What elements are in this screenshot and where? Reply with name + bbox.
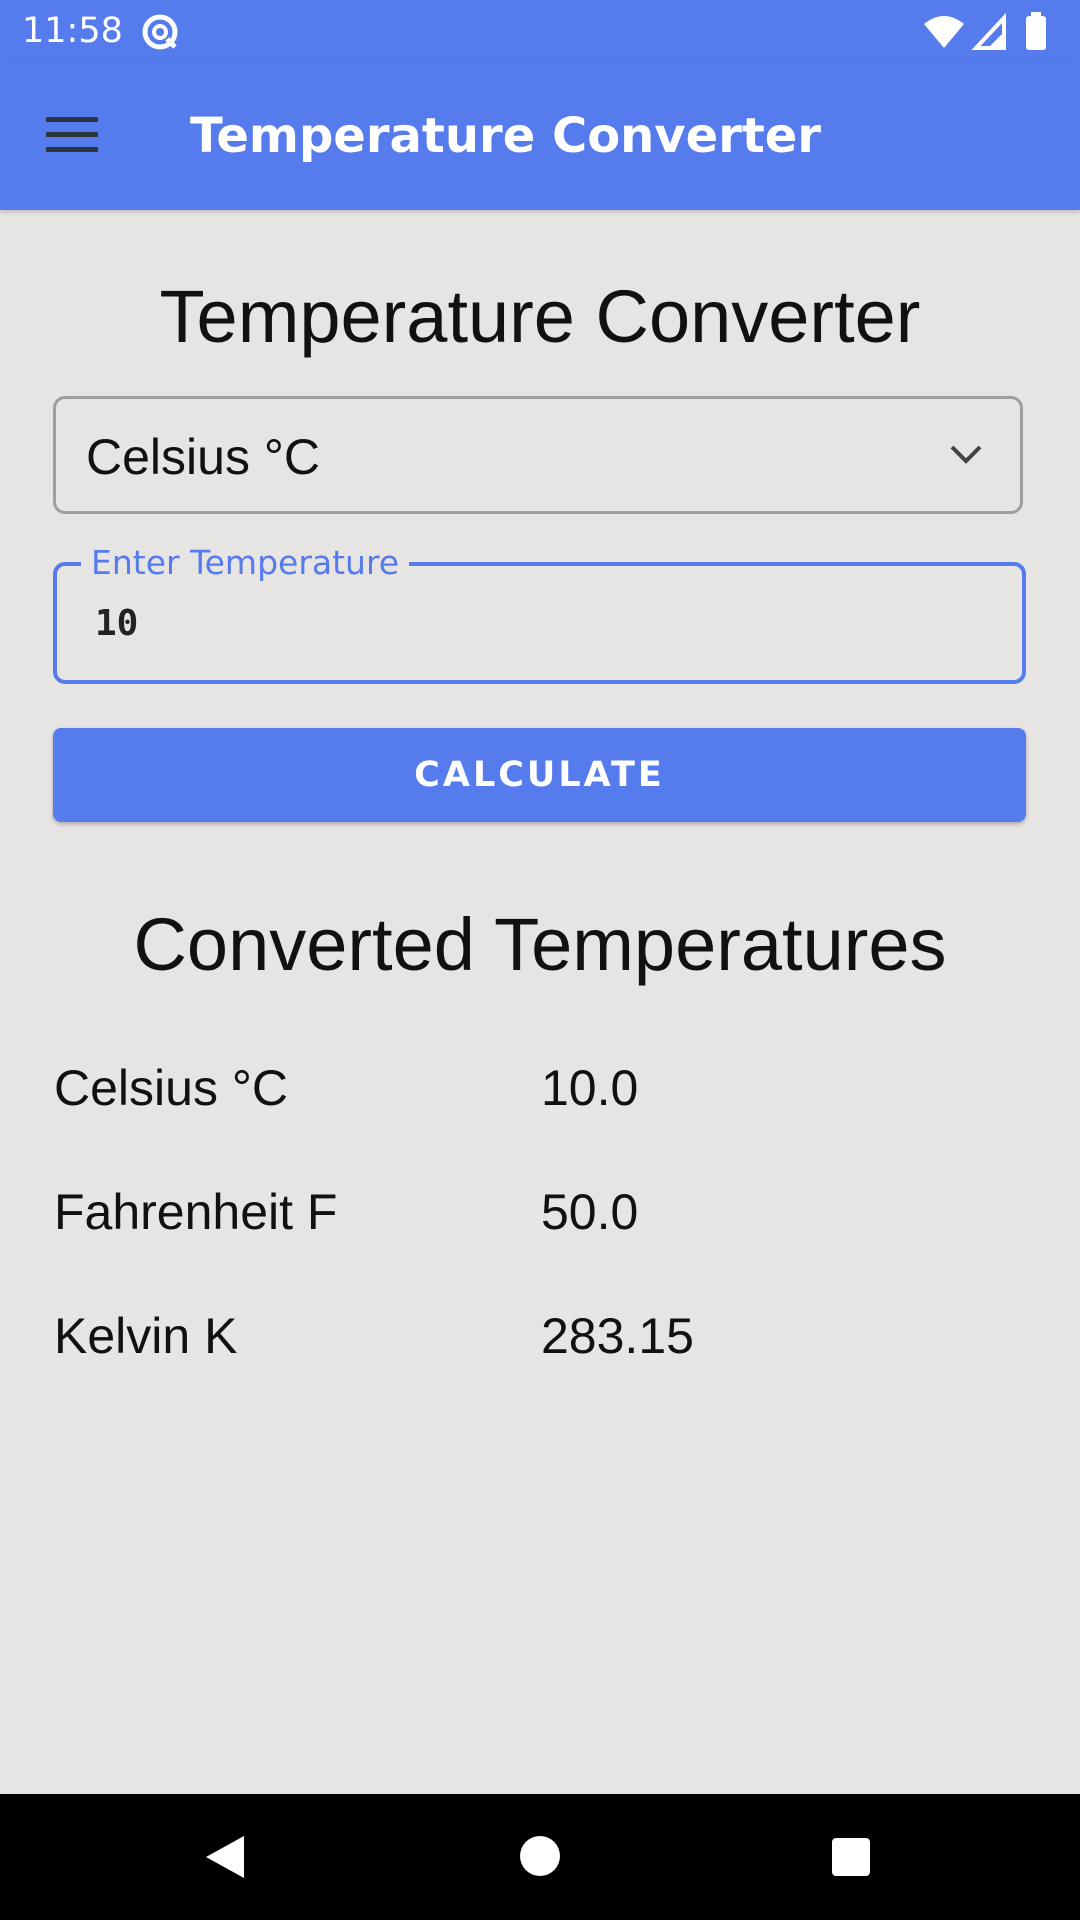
back-icon[interactable]: [204, 1834, 246, 1880]
result-label: Fahrenheit F: [54, 1184, 338, 1240]
chevron-down-icon: [950, 445, 982, 464]
status-bar: 11:58: [0, 0, 1080, 62]
unit-select[interactable]: Celsius °C: [53, 396, 1023, 514]
hamburger-menu-icon[interactable]: [46, 115, 98, 155]
result-value: 10.0: [541, 1060, 639, 1116]
calculate-button[interactable]: CALCULATE: [53, 728, 1026, 822]
temperature-input-label: Enter Temperature: [81, 543, 410, 583]
results-title: Converted Temperatures: [133, 903, 947, 986]
result-row-fahrenheit: Fahrenheit F 50.0: [0, 1180, 1080, 1244]
unit-select-value: Celsius °C: [86, 429, 320, 485]
result-label: Celsius °C: [54, 1060, 288, 1116]
page-title: Temperature Converter: [159, 275, 921, 358]
battery-icon: [1026, 16, 1046, 50]
wifi-icon: [924, 16, 964, 48]
app-bar: Temperature Converter: [0, 62, 1080, 210]
app-bar-title: Temperature Converter: [190, 108, 822, 164]
temperature-input-value[interactable]: 10: [95, 603, 139, 644]
status-time: 11:58: [22, 11, 123, 51]
temperature-input[interactable]: Enter Temperature 10: [53, 543, 1026, 684]
result-row-celsius: Celsius °C 10.0: [0, 1056, 1080, 1120]
result-value: 50.0: [541, 1184, 639, 1240]
status-icons: [924, 12, 1046, 50]
at-sign-icon: [142, 14, 178, 50]
result-value: 283.15: [541, 1308, 694, 1364]
result-row-kelvin: Kelvin K 283.15: [0, 1304, 1080, 1368]
result-label: Kelvin K: [54, 1308, 238, 1364]
navigation-bar: [0, 1794, 1080, 1920]
home-icon[interactable]: [520, 1836, 560, 1876]
recents-icon[interactable]: [832, 1838, 870, 1876]
